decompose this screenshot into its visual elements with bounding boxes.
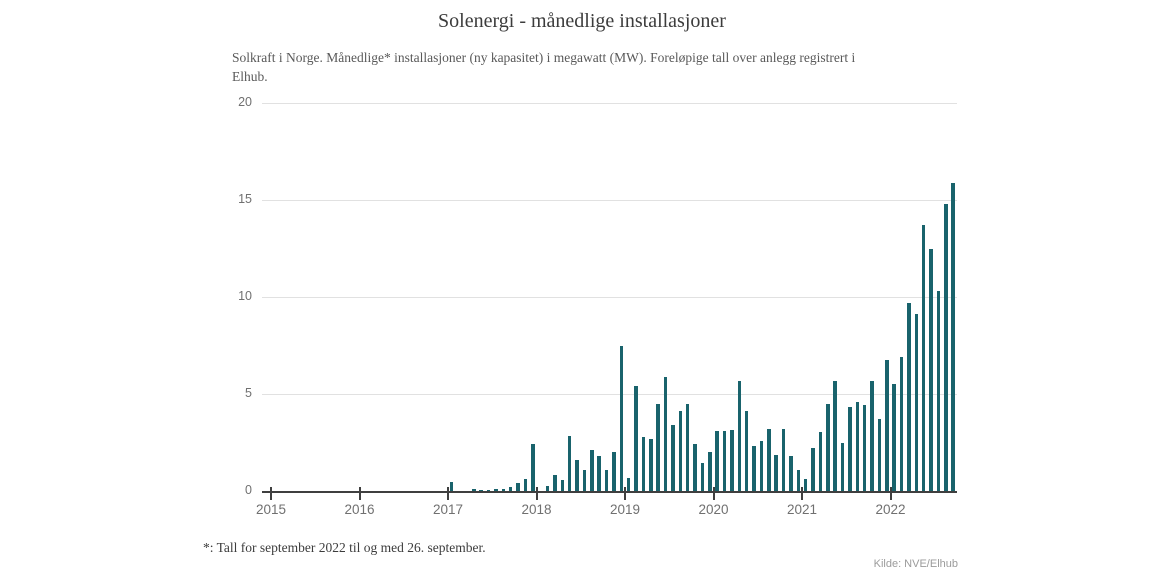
bar-month-2017-09 (508, 487, 513, 491)
bar-month-2021-07 (848, 406, 852, 491)
bar-month-2018-10 (604, 469, 609, 491)
bar-month-2021-01 (803, 479, 808, 491)
bar-month-2020-06 (752, 446, 756, 491)
bar-month-2018-07 (582, 469, 587, 491)
x-axis-tick-mark (801, 487, 803, 500)
source-label: Kilde: NVE/Elhub (873, 558, 958, 570)
bar-month-2021-09 (862, 404, 867, 491)
bar-month-2020-09 (774, 455, 778, 491)
bar-month-2021-05 (833, 381, 837, 491)
bar-month-2019-11 (700, 462, 705, 491)
x-axis-tick-mark (358, 487, 361, 500)
bar-month-2020-04 (737, 381, 742, 491)
bar-month-2017-10 (516, 483, 520, 491)
bar-month-2017-01 (449, 482, 454, 491)
x-axis-tick-label: 2017 (432, 502, 464, 517)
bar-month-2018-09 (597, 456, 601, 491)
y-axis-tick-label: 15 (238, 192, 252, 206)
bar-month-2021-08 (855, 401, 860, 491)
x-axis-tick-mark (624, 487, 626, 500)
bar-month-2020-02 (722, 430, 727, 491)
x-axis-line (262, 491, 957, 493)
chart-subtitle: Solkraft i Norge. Månedlige* installasjo… (232, 50, 856, 84)
bar-month-2019-06 (663, 376, 668, 491)
x-axis-tick-label: 2015 (255, 502, 287, 517)
bar-month-2019-12 (708, 452, 712, 491)
y-axis-tick-label: 5 (245, 386, 252, 400)
bar-month-2020-01 (715, 430, 719, 491)
bar-month-2019-02 (634, 386, 638, 491)
x-axis-tick-label: 2016 (344, 502, 375, 517)
bar-month-2022-04 (914, 314, 919, 491)
bar-month-2021-11 (877, 419, 882, 491)
x-axis-tick-label: 2020 (698, 502, 729, 517)
y-axis-tick-label: 10 (238, 289, 252, 303)
x-axis-tick-label: 2018 (521, 502, 552, 517)
x-axis-tick-mark (270, 487, 272, 500)
bar-month-2018-05 (567, 435, 572, 491)
bar-month-2018-03 (553, 474, 557, 491)
bar-month-2018-08 (590, 450, 594, 491)
bar-month-2021-06 (840, 442, 845, 491)
bar-month-2022-02 (899, 357, 904, 491)
bar-month-2017-08 (501, 489, 506, 491)
bar-month-2022-08 (944, 203, 948, 491)
bar-month-2019-08 (678, 411, 683, 491)
bar-month-2018-02 (545, 486, 550, 491)
bar-month-2021-04 (826, 403, 830, 491)
bar-month-2022-01 (892, 384, 896, 491)
bar-month-2018-06 (575, 459, 579, 491)
bar-month-2022-06 (929, 248, 933, 491)
bar-month-2020-08 (767, 428, 771, 491)
bar-month-2017-07 (494, 489, 498, 491)
bar-month-2020-10 (781, 428, 786, 491)
bar-month-2021-03 (818, 431, 823, 491)
x-axis-tick-mark (447, 487, 449, 500)
bar-month-2020-12 (796, 469, 801, 491)
bar-month-2019-05 (656, 403, 660, 491)
y-gridline (262, 297, 957, 298)
bar-month-2022-03 (907, 302, 911, 491)
x-axis-tick-label: 2019 (609, 502, 641, 517)
bar-month-2020-11 (789, 456, 793, 491)
y-gridline (262, 394, 957, 395)
y-gridline (262, 200, 957, 201)
x-axis-tick-mark (712, 487, 715, 500)
bar-month-2019-09 (685, 403, 690, 491)
bar-month-2022-07 (936, 291, 941, 491)
bar-month-2018-11 (612, 452, 616, 491)
bar-month-2017-12 (531, 444, 535, 491)
x-axis-tick-label: 2022 (875, 502, 906, 517)
chart-title: Solenergi - månedlige installasjoner (438, 10, 726, 32)
bar-month-2020-03 (730, 429, 734, 491)
y-gridline (262, 103, 957, 104)
x-axis-tick-label: 2021 (786, 502, 818, 517)
bar-month-2021-02 (811, 448, 815, 491)
bar-month-2017-06 (486, 490, 491, 491)
bar-month-2022-05 (921, 225, 926, 491)
bar-month-2019-07 (671, 425, 675, 491)
bar-month-2018-04 (560, 480, 565, 491)
x-axis-tick-mark (889, 487, 892, 500)
bar-month-2019-03 (641, 436, 646, 491)
bar-month-2019-01 (626, 478, 631, 491)
x-axis-tick-mark (535, 487, 538, 500)
bar-month-2020-05 (744, 411, 749, 491)
bar-month-2017-04 (472, 489, 476, 491)
y-axis-tick-label: 0 (245, 483, 252, 497)
bar-month-2018-12 (619, 345, 624, 491)
bar-month-2019-10 (693, 444, 697, 491)
chart-footnote: *: Tall for september 2022 til og med 26… (203, 540, 486, 555)
bar-month-2019-04 (649, 438, 653, 491)
bar-month-2017-11 (523, 479, 528, 491)
y-axis-tick-label: 20 (238, 95, 252, 109)
bar-month-2022-09 (951, 182, 955, 491)
bar-month-2020-07 (759, 440, 764, 491)
bar-month-2017-05 (479, 490, 483, 491)
bar-month-2021-12 (885, 360, 889, 491)
bar-month-2021-10 (870, 381, 874, 491)
